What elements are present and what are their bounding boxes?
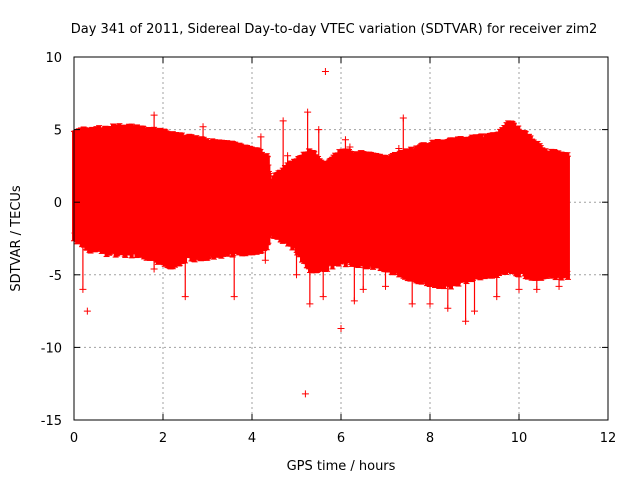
data-point-marker bbox=[399, 114, 407, 122]
data-point-marker bbox=[350, 297, 358, 305]
data-point-marker bbox=[533, 285, 541, 293]
data-point-marker bbox=[493, 293, 501, 301]
x-tick-label: 10 bbox=[511, 431, 528, 446]
y-tick-label: -10 bbox=[41, 341, 62, 356]
data-point-marker bbox=[408, 300, 416, 308]
data-point-marker bbox=[279, 117, 287, 125]
x-axis-label: GPS time / hours bbox=[287, 459, 396, 474]
data-point-marker bbox=[359, 285, 367, 293]
data-point-marker bbox=[395, 144, 403, 152]
data-point-marker bbox=[426, 300, 434, 308]
x-tick-label: 8 bbox=[426, 431, 434, 446]
data-point-marker bbox=[257, 133, 265, 141]
y-tick-label: -5 bbox=[49, 269, 62, 284]
data-point-marker bbox=[284, 152, 292, 160]
data-point-marker bbox=[304, 108, 312, 116]
data-point-marker bbox=[230, 293, 238, 301]
data-point-marker bbox=[301, 390, 309, 398]
data-point-marker bbox=[319, 293, 327, 301]
y-tick-label: 0 bbox=[54, 196, 62, 211]
x-tick-label: 6 bbox=[337, 431, 345, 446]
data-point-marker bbox=[181, 293, 189, 301]
data-point-marker bbox=[444, 304, 452, 312]
data-point-marker bbox=[150, 265, 158, 273]
data-point-marker bbox=[315, 126, 323, 134]
data-point-marker bbox=[341, 136, 349, 144]
data-point-marker bbox=[337, 325, 345, 333]
data-point-marker bbox=[471, 307, 478, 315]
data-point-marker bbox=[515, 285, 523, 293]
x-tick-label: 4 bbox=[248, 431, 256, 446]
data-point-marker bbox=[321, 68, 329, 76]
x-tick-label: 0 bbox=[70, 431, 78, 446]
x-tick-label: 12 bbox=[600, 431, 617, 446]
data-point-marker bbox=[462, 317, 470, 325]
y-axis-label: SDTVAR / TECUs bbox=[9, 185, 24, 292]
axes: 0 2 4 6 8 10 12 -15 -10 -5 0 5 10 bbox=[41, 51, 617, 446]
y-tick-label: -15 bbox=[41, 414, 62, 429]
data-point-marker bbox=[306, 300, 314, 308]
data-point-marker bbox=[555, 282, 563, 290]
data-series bbox=[71, 68, 571, 398]
data-point-marker bbox=[199, 123, 207, 131]
y-tick-label: 5 bbox=[54, 124, 62, 139]
data-point-marker bbox=[261, 256, 269, 264]
data-point-marker bbox=[382, 282, 389, 290]
y-tick-label: 10 bbox=[45, 51, 62, 66]
chart-title: Day 341 of 2011, Sidereal Day-to-day VTE… bbox=[71, 22, 598, 37]
x-tick-label: 2 bbox=[159, 431, 167, 446]
data-point-marker bbox=[83, 307, 91, 315]
data-point-marker bbox=[346, 143, 354, 151]
data-point-marker bbox=[79, 285, 87, 293]
data-point-marker bbox=[150, 111, 158, 119]
data-point-marker bbox=[293, 271, 300, 279]
